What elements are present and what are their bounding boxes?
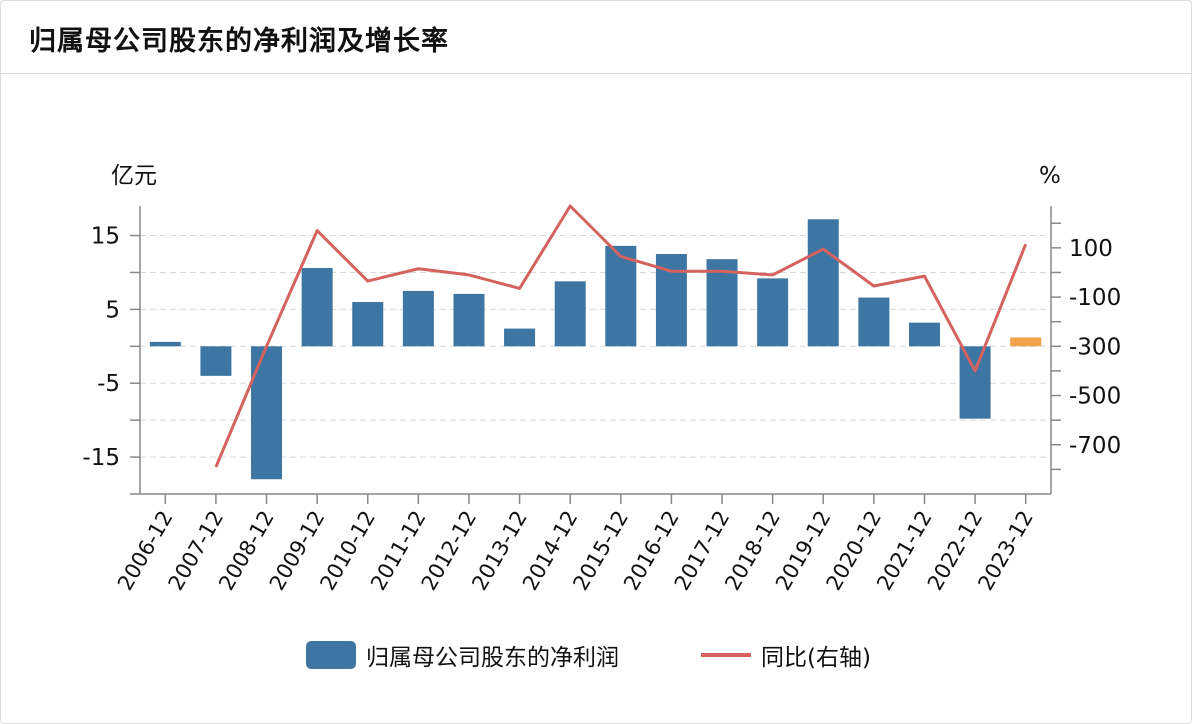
right-tick-label: -700 — [1069, 433, 1121, 459]
bar — [807, 219, 839, 347]
bar — [149, 341, 181, 347]
bar — [1010, 337, 1042, 347]
bar — [200, 346, 232, 376]
right-tick-label: -300 — [1069, 334, 1121, 360]
yoy-line — [214, 204, 1028, 468]
left-tick-label: -5 — [97, 371, 120, 397]
bar — [706, 259, 738, 347]
left-tick-label: 5 — [105, 297, 120, 323]
bar — [605, 245, 637, 347]
bar — [959, 346, 991, 419]
left-axis-unit: 亿元 — [111, 163, 157, 189]
bar — [757, 278, 789, 347]
bar — [554, 281, 586, 347]
bar — [858, 297, 890, 347]
right-tick-label: -100 — [1069, 285, 1121, 311]
legend-label-bar: 归属母公司股东的净利润 — [366, 645, 619, 671]
bar — [301, 268, 333, 347]
chart-title: 归属母公司股东的净利润及增长率 — [29, 26, 449, 57]
bar — [453, 293, 485, 347]
legend-label-line: 同比(右轴) — [761, 645, 871, 671]
right-axis-unit: % — [1039, 163, 1061, 189]
bar — [908, 322, 940, 347]
bar — [251, 346, 283, 480]
bar — [402, 290, 434, 347]
bar — [352, 302, 384, 347]
card-header: 归属母公司股东的净利润及增长率 — [1, 1, 1191, 74]
legend-swatch-bar — [306, 641, 356, 669]
left-tick-label: 15 — [91, 224, 120, 250]
right-tick-label: -500 — [1069, 384, 1121, 410]
left-tick-label: -15 — [82, 445, 120, 471]
bar — [504, 328, 536, 347]
right-tick-label: 100 — [1069, 236, 1113, 262]
